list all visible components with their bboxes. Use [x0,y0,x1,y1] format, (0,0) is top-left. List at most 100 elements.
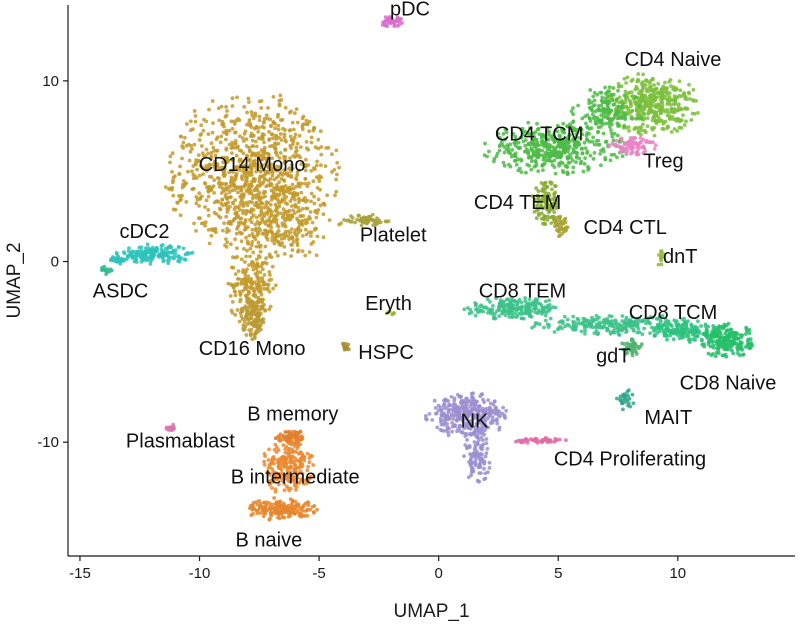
cell-point [580,320,585,325]
cell-point [466,306,470,310]
cell-point [281,207,286,212]
cell-point [462,307,467,312]
cell-point [604,114,609,119]
cell-point [519,300,524,305]
cell-point [713,334,717,339]
cell-point [254,144,259,149]
cell-point [300,464,305,469]
cell-point [744,332,748,336]
cell-point [639,132,643,137]
cell-point [480,447,484,452]
cell-point [203,223,208,228]
cell-point [635,116,640,121]
cell-point [183,257,188,262]
cell-point [245,110,250,115]
cell-point [228,204,232,209]
cell-point [574,151,579,156]
cell-point [536,189,541,194]
cell-point [203,181,207,185]
cell-point [562,130,567,135]
cell-point [628,136,633,140]
cell-point [263,194,267,199]
cell-point [449,395,454,399]
cell-point [565,317,570,322]
cell-point [470,415,475,420]
cell-point [249,261,254,266]
cell-point [247,183,252,187]
cell-point [269,225,274,230]
cell-point [474,302,479,307]
cell-point [283,447,288,452]
cell-point [441,403,446,408]
cell-point [219,104,224,109]
cell-point [129,253,134,258]
cell-point [573,320,577,325]
cell-point [303,227,308,232]
cell-point [546,325,551,329]
cell-point [190,147,194,151]
cell-point [713,331,717,335]
cell-point [238,186,243,190]
cell-point [255,230,260,235]
cell-point [250,179,254,184]
cell-point [254,215,259,220]
cell-point [270,467,275,472]
cell-point [436,403,441,408]
cell-point [269,277,274,282]
cell-point [288,441,292,446]
cell-point [274,142,278,147]
cell-point [620,139,625,144]
cell-point [263,308,267,313]
y-axis-title: UMAP_2 [4,242,25,318]
cell-point [245,122,249,127]
cell-point [427,412,432,416]
cell-point [383,219,388,224]
cell-point [527,126,532,130]
cell-point [457,423,462,428]
cell-point [583,114,587,119]
cell-point [282,135,287,140]
cell-point [726,337,731,342]
cluster-label-b-memory: B memory [247,403,338,425]
cell-point [349,219,354,224]
cell-point [599,90,604,95]
cell-point [631,342,636,346]
cell-point [605,94,610,98]
cell-point [299,457,304,462]
cell-point [247,100,251,104]
cell-point [243,129,248,134]
cell-point [430,418,435,422]
cell-point [514,144,518,148]
cell-point [719,344,724,349]
cell-point [593,119,598,123]
cell-point [273,202,278,207]
cell-point [371,223,376,228]
cell-point [668,103,673,107]
cell-point [477,471,482,475]
cell-point [504,408,509,413]
cell-point [235,186,240,191]
cell-point [507,162,511,167]
cell-point [554,221,558,225]
cluster-label-b-naive: B naive [236,530,303,552]
cell-point [246,300,250,305]
cluster-label-cd4-tcm: CD4 TCM [495,123,584,145]
cell-point [479,435,484,440]
cell-point [563,164,568,168]
cell-point [230,283,234,288]
cell-point [539,199,544,204]
cell-point [603,96,608,101]
cell-point [671,337,676,342]
cell-point [224,137,228,142]
cell-point [282,488,287,493]
cell-point [295,237,299,242]
cell-point [507,150,511,155]
cell-point [177,259,182,264]
cell-point [244,175,249,179]
cell-point [243,218,248,222]
cell-point [300,223,305,227]
cell-point [217,118,222,123]
cell-point [687,82,691,87]
cell-point [272,214,277,218]
cell-point [543,313,548,318]
